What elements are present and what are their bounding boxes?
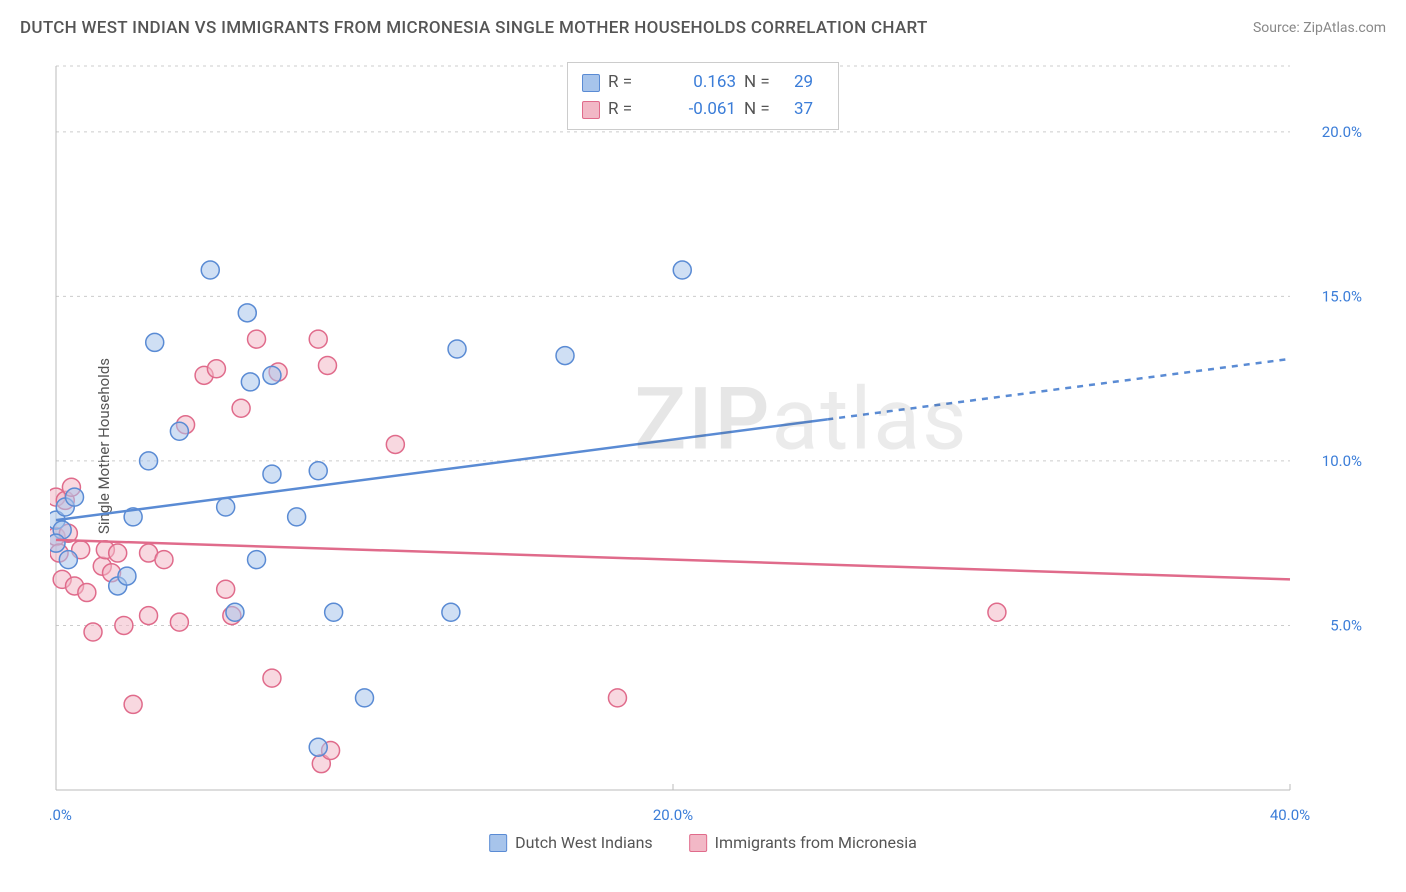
legend-correlation: R = 0.163 N = 29 R = -0.061 N = 37 — [567, 62, 839, 130]
swatch-dutch — [489, 834, 507, 852]
legend-row-dutch: R = 0.163 N = 29 — [582, 69, 824, 96]
n-value-dutch: 29 — [794, 69, 824, 96]
legend-series: Dutch West Indians Immigrants from Micro… — [489, 833, 917, 852]
data-point — [118, 567, 136, 585]
data-point — [109, 544, 127, 562]
data-point — [288, 508, 306, 526]
r-label: R = — [608, 96, 650, 123]
data-point — [50, 534, 65, 552]
data-point — [248, 330, 266, 348]
data-point — [232, 399, 250, 417]
r-value-dutch: 0.163 — [658, 69, 736, 96]
data-point — [263, 669, 281, 687]
data-point — [556, 347, 574, 365]
data-point — [217, 580, 235, 598]
data-point — [66, 488, 84, 506]
data-point — [155, 551, 173, 569]
swatch-micronesia — [582, 101, 600, 119]
chart-svg: 5.0% 10.0% 15.0% 20.0% 0.0% 20.0% 40.0% — [50, 60, 1370, 830]
data-point — [263, 465, 281, 483]
n-label: N = — [744, 96, 786, 123]
data-point — [217, 498, 235, 516]
y-tick-label: 15.0% — [1322, 287, 1362, 305]
data-point — [309, 738, 327, 756]
data-point — [59, 551, 77, 569]
data-point — [448, 340, 466, 358]
data-point — [238, 304, 256, 322]
data-point — [207, 360, 225, 378]
data-point — [201, 261, 219, 279]
chart-title: DUTCH WEST INDIAN VS IMMIGRANTS FROM MIC… — [20, 18, 928, 38]
data-point — [140, 607, 158, 625]
swatch-dutch — [582, 74, 600, 92]
y-tick-label: 5.0% — [1330, 616, 1362, 634]
data-point — [442, 603, 460, 621]
data-point — [170, 613, 188, 631]
chart-area: 5.0% 10.0% 15.0% 20.0% 0.0% 20.0% 40.0% — [50, 60, 1370, 830]
data-point — [115, 616, 133, 634]
data-point — [146, 333, 164, 351]
data-point — [608, 689, 626, 707]
data-point — [309, 330, 327, 348]
trend-line — [56, 540, 1290, 579]
data-point — [988, 603, 1006, 621]
data-point — [309, 462, 327, 480]
title-bar: DUTCH WEST INDIAN VS IMMIGRANTS FROM MIC… — [20, 18, 1386, 38]
y-tick-label: 20.0% — [1322, 123, 1362, 141]
swatch-micronesia — [689, 834, 707, 852]
data-point — [170, 422, 188, 440]
data-point — [84, 623, 102, 641]
series-label-micronesia: Immigrants from Micronesia — [715, 833, 917, 852]
data-point — [325, 603, 343, 621]
legend-item-dutch: Dutch West Indians — [489, 833, 653, 852]
data-point — [140, 452, 158, 470]
data-point — [78, 584, 96, 602]
series-label-dutch: Dutch West Indians — [515, 833, 653, 852]
data-point — [124, 695, 142, 713]
data-point — [386, 435, 404, 453]
data-point — [248, 551, 266, 569]
trend-line-extrapolated — [827, 359, 1290, 419]
x-tick-label: 0.0% — [50, 806, 72, 824]
data-point — [241, 373, 259, 391]
r-label: R = — [608, 69, 650, 96]
x-tick-label: 20.0% — [653, 806, 693, 824]
n-value-micronesia: 37 — [794, 96, 824, 123]
legend-item-micronesia: Immigrants from Micronesia — [689, 833, 917, 852]
data-point — [318, 356, 336, 374]
data-point — [263, 366, 281, 384]
n-label: N = — [744, 69, 786, 96]
r-value-micronesia: -0.061 — [658, 96, 736, 123]
y-tick-label: 10.0% — [1322, 452, 1362, 470]
x-tick-label: 40.0% — [1270, 806, 1310, 824]
source-label: Source: ZipAtlas.com — [1253, 20, 1386, 36]
legend-row-micronesia: R = -0.061 N = 37 — [582, 96, 824, 123]
data-point — [356, 689, 374, 707]
data-point — [226, 603, 244, 621]
data-point — [673, 261, 691, 279]
